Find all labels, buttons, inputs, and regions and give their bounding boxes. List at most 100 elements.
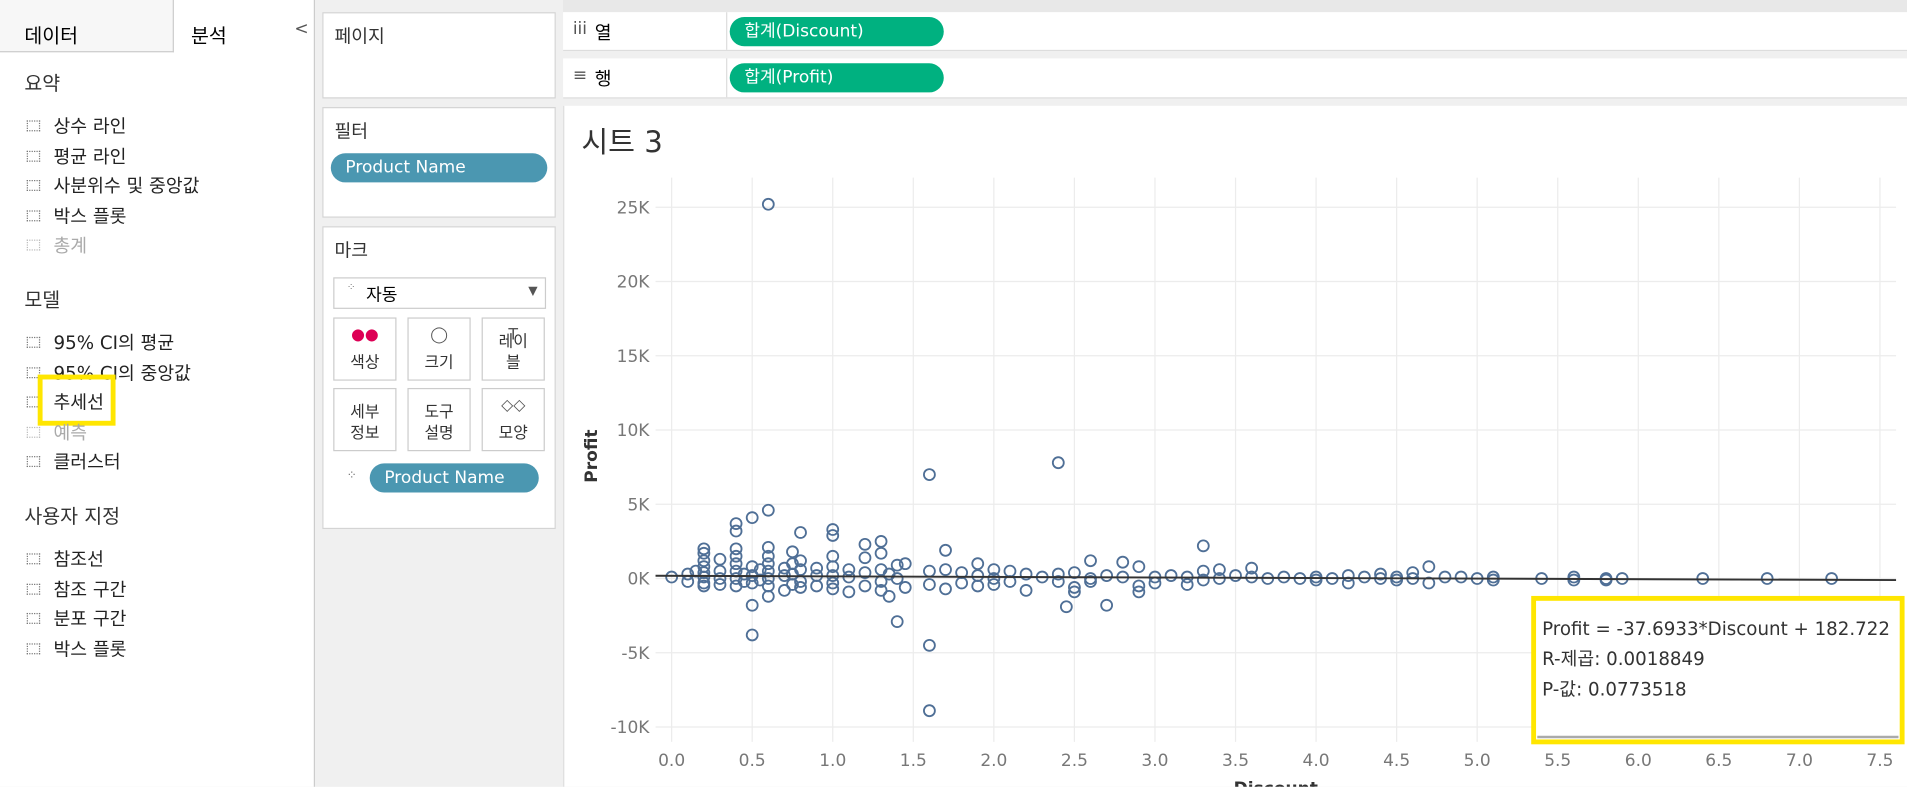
data-point: [1341, 576, 1355, 590]
data-point: [1059, 600, 1073, 614]
button-label: 크기: [424, 353, 454, 373]
data-point: [737, 567, 751, 581]
analytics-item[interactable]: 박스 플롯: [53, 638, 127, 661]
data-point: [1068, 581, 1081, 594]
mark-button[interactable]: ◇◇ 모양: [481, 387, 545, 452]
data-point: [923, 638, 936, 652]
divider: [726, 58, 728, 98]
data-point: [939, 543, 952, 557]
analytics-item[interactable]: 클러스터: [53, 451, 121, 474]
data-point: [874, 535, 888, 548]
rows-shelf: ≡ 행 합계(Profit): [563, 58, 1907, 99]
y-tick-label: 10K: [617, 421, 651, 441]
data-point: [729, 549, 743, 563]
filters-card: 필터 Product Name: [322, 107, 556, 218]
item-icon: [26, 643, 41, 655]
analytics-item[interactable]: 참조선: [53, 548, 104, 571]
data-point: [923, 564, 936, 578]
shelf-icon: iii: [572, 19, 588, 39]
x-tick-label: 1.5: [900, 751, 927, 771]
data-point: [745, 598, 759, 612]
analytics-item[interactable]: 95% CI의 평균: [53, 332, 175, 354]
item-icon: [26, 180, 41, 192]
y-tick-label: -10K: [610, 718, 650, 738]
data-point: [1084, 554, 1097, 568]
x-axis-label: Discount: [1234, 779, 1318, 787]
pill-icon: ⁘: [346, 469, 357, 483]
mark-button[interactable]: ●● 색상: [333, 317, 397, 381]
mark-type-dropdown[interactable]: ⁘ 자동 ▼: [333, 277, 547, 309]
data-point: [1213, 563, 1226, 577]
data-point: [745, 576, 759, 590]
data-point: [697, 542, 711, 556]
x-tick-label: 1.0: [819, 751, 846, 771]
mark-button[interactable]: T 레이블: [481, 317, 545, 381]
analytics-item[interactable]: 평균 라인: [53, 145, 127, 168]
data-point: [729, 557, 743, 571]
data-point: [1051, 575, 1065, 588]
dropdown-arrow: ▼: [528, 284, 538, 298]
data-point: [923, 704, 936, 718]
button-label: 레이블: [498, 333, 528, 373]
data-point: [898, 557, 912, 571]
item-icon: [26, 150, 41, 162]
collapse-icon[interactable]: <: [294, 19, 309, 39]
tab-analysis[interactable]: 분석 <: [173, 0, 314, 51]
analytics-item[interactable]: 상수 라인: [53, 115, 127, 138]
data-point: [1164, 569, 1178, 582]
data-point: [874, 546, 888, 560]
tab-data[interactable]: 데이터: [0, 0, 174, 53]
column-pill[interactable]: 합계(Discount): [729, 17, 944, 47]
x-tick-label: 4.5: [1383, 751, 1410, 771]
item-icon: [26, 583, 41, 595]
button-label: 색상: [350, 353, 380, 373]
data-point: [1390, 573, 1404, 587]
data-point: [761, 549, 775, 563]
row-pill[interactable]: 합계(Profit): [729, 63, 944, 93]
y-tick-label: 0K: [627, 570, 650, 590]
data-point: [761, 557, 775, 571]
data-point: [1229, 569, 1242, 582]
data-point: [1180, 578, 1194, 591]
analytics-item[interactable]: 추세선: [53, 391, 104, 414]
data-point: [810, 561, 824, 575]
data-point: [761, 579, 775, 593]
y-tick-label: 25K: [617, 198, 651, 218]
analytics-item[interactable]: 예측: [53, 421, 88, 444]
data-point: [761, 540, 775, 554]
y-tick-label: 15K: [617, 347, 651, 367]
x-tick-label: 0.5: [739, 751, 766, 771]
button-label: 모양: [498, 424, 528, 443]
filter-pill[interactable]: Product Name: [330, 153, 548, 183]
section-title: 사용자 지정: [24, 504, 121, 528]
data-point: [729, 542, 743, 556]
button-label: 세부 정보: [350, 403, 380, 443]
data-point: [1438, 570, 1452, 584]
shelf-label: 열: [594, 21, 612, 44]
data-point: [890, 572, 904, 585]
y-tick-label: 20K: [617, 273, 651, 293]
analytics-item[interactable]: 사분위수 및 중앙값: [53, 175, 200, 198]
analytics-item[interactable]: 총계: [53, 235, 88, 258]
x-tick-label: 6.5: [1705, 751, 1732, 771]
divider: [726, 12, 728, 50]
data-point: [939, 582, 952, 596]
data-point: [1019, 567, 1033, 581]
data-point: [1196, 564, 1210, 578]
data-point: [826, 576, 840, 590]
y-tick-label: 5K: [627, 495, 650, 515]
data-point: [778, 584, 791, 597]
tab-label: 데이터: [24, 24, 79, 48]
detail-pill[interactable]: Product Name: [369, 463, 539, 493]
analytics-item[interactable]: 참조 구간: [53, 578, 127, 601]
data-point: [1454, 570, 1468, 584]
analytics-item[interactable]: 분포 구간: [53, 608, 127, 631]
data-point: [745, 560, 759, 574]
data-point: [786, 545, 799, 559]
mark-button[interactable]: 도구 설명: [407, 387, 471, 452]
toolbar-strip: [563, 0, 1907, 13]
mark-button[interactable]: ◯ 크기: [407, 317, 471, 381]
mark-button[interactable]: 세부 정보: [333, 387, 397, 452]
analytics-item[interactable]: 박스 플롯: [53, 205, 127, 228]
